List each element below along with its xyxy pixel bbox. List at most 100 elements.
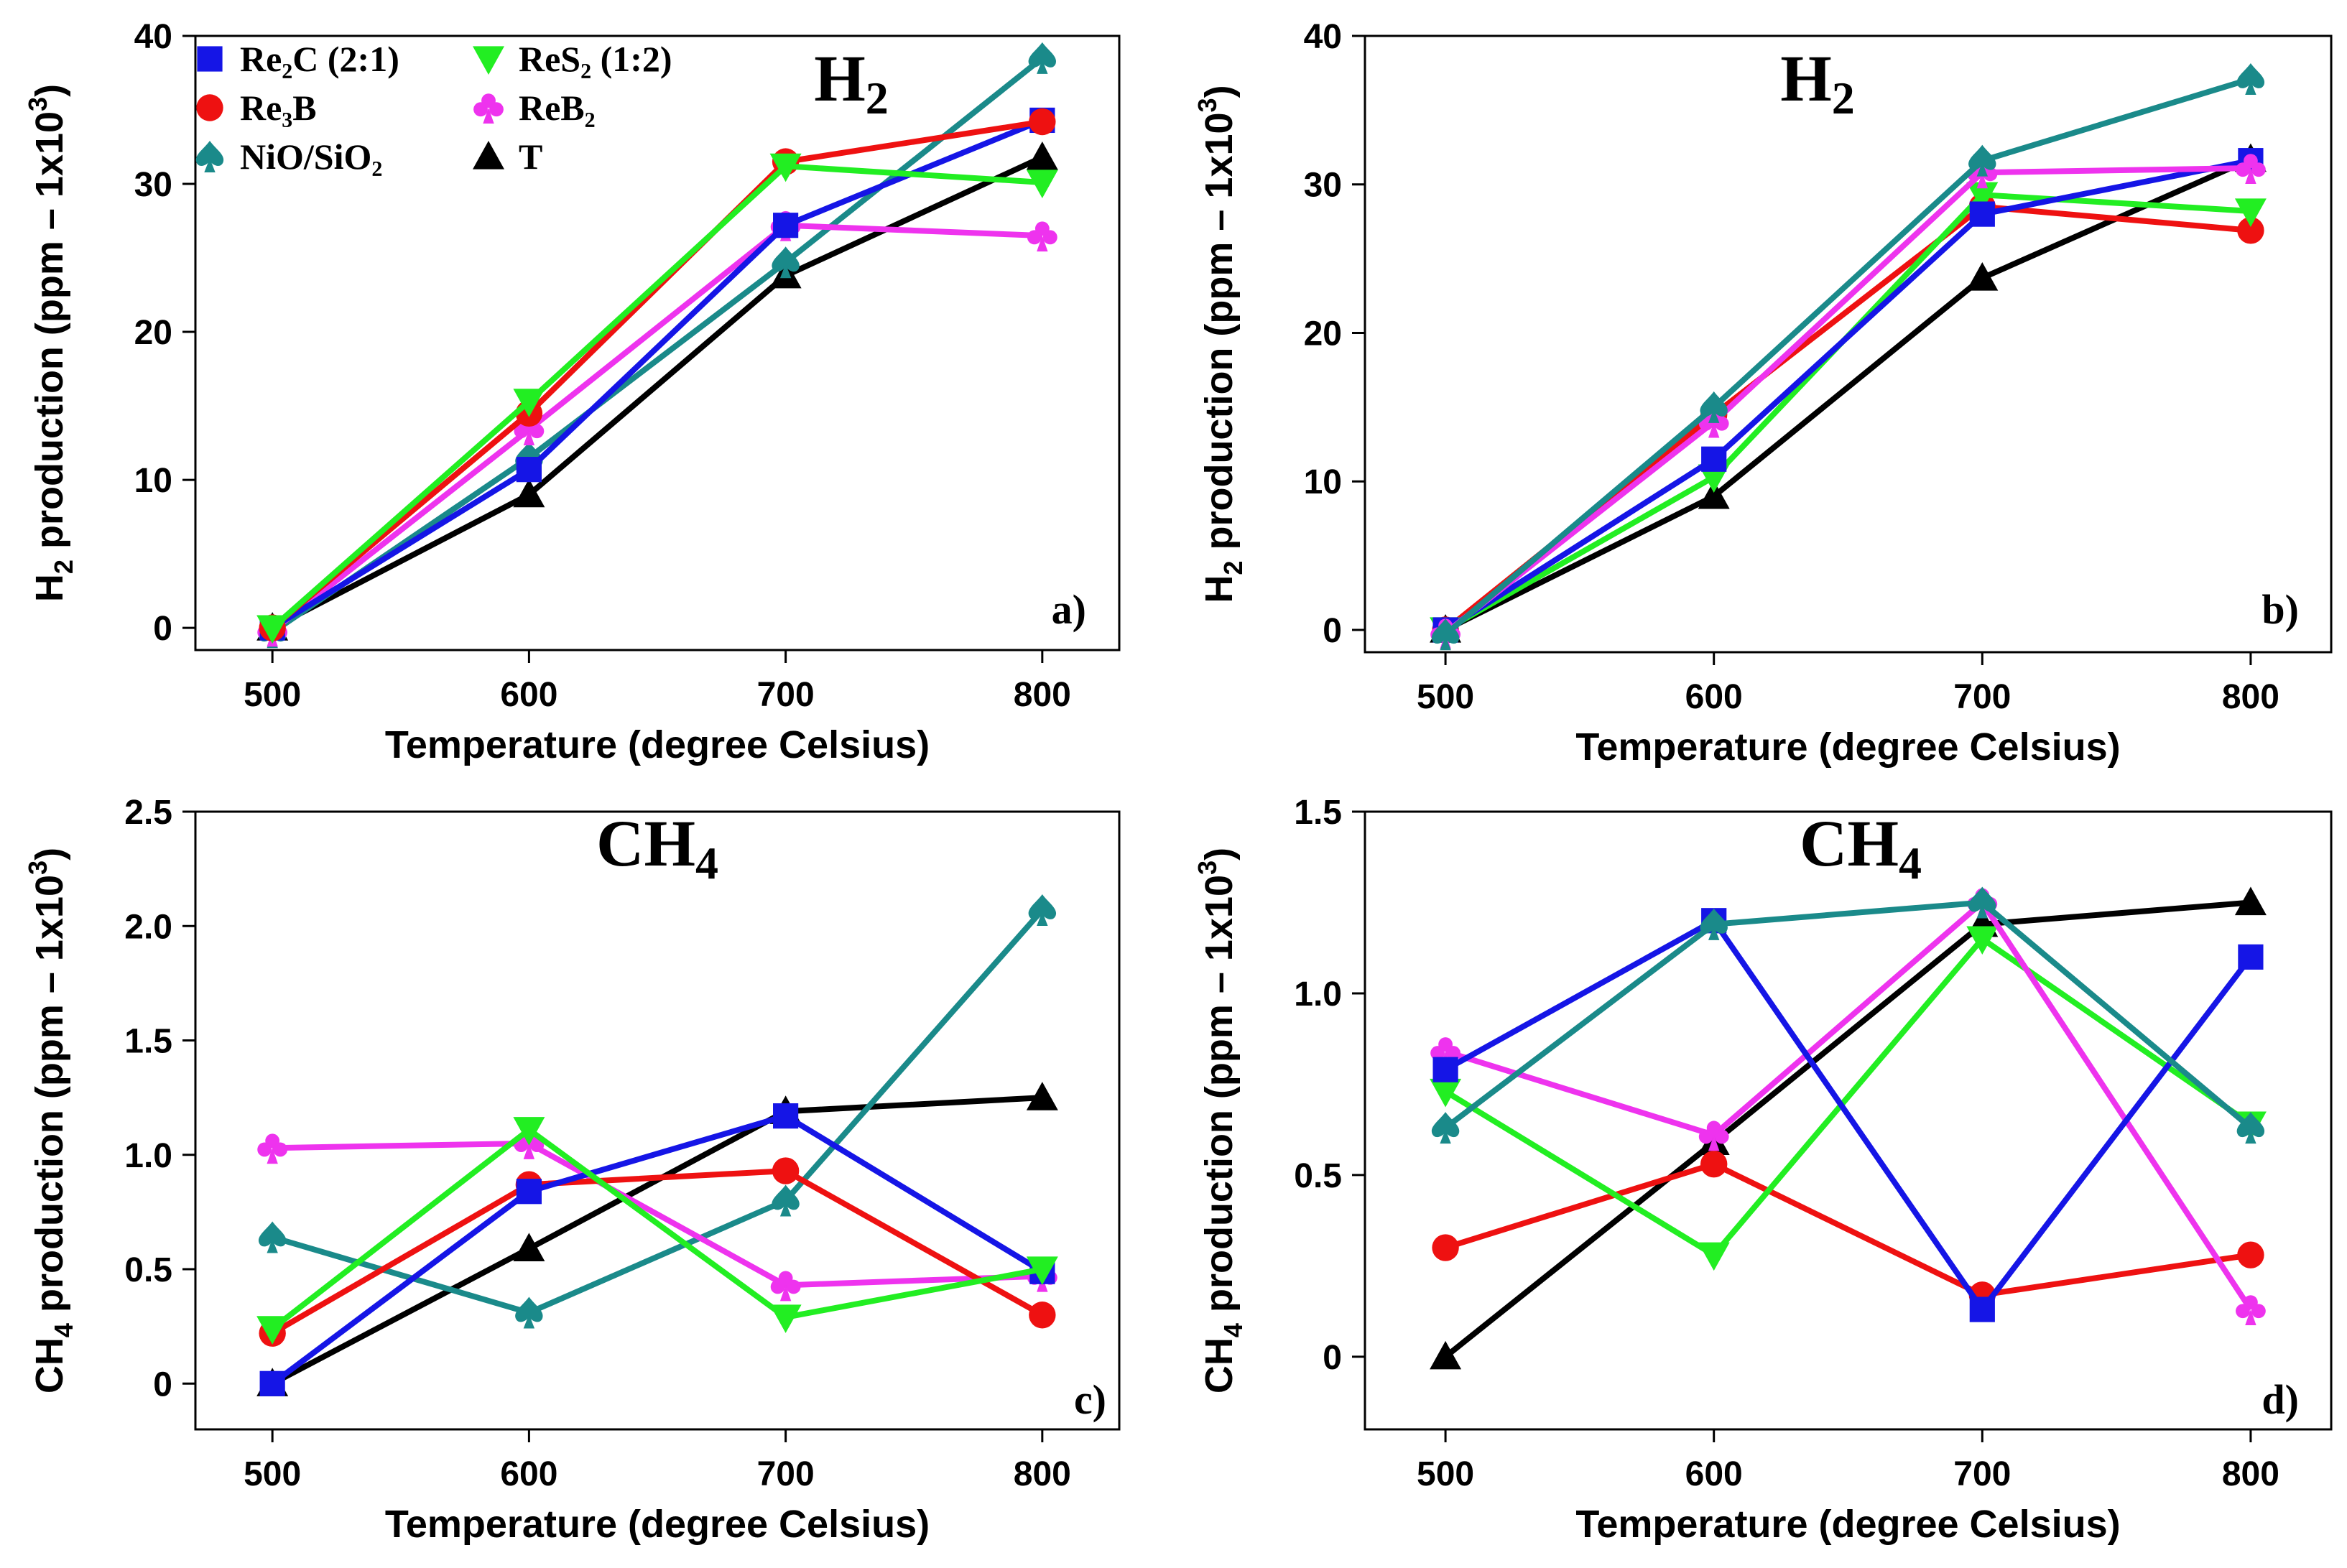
x-tick-label: 800 bbox=[1014, 676, 1071, 714]
data-point bbox=[513, 389, 545, 417]
data-point bbox=[513, 1233, 545, 1261]
series-line bbox=[271, 154, 1044, 631]
series-line bbox=[1443, 157, 2251, 633]
series-re2c bbox=[1432, 908, 2264, 1322]
legend: Re₂C (2:1) ReS₂ (1:2) Re₃B ReB₂ NiO/SiO₂ T bbox=[195, 39, 672, 177]
y-axis-label: H2 production (ppm – 1x103) bbox=[23, 84, 78, 602]
x-tick-label: 600 bbox=[1685, 1455, 1743, 1493]
y-tick-label: 0 bbox=[153, 610, 172, 648]
data-point bbox=[1968, 144, 1996, 177]
x-axis-label: Temperature (degree Celsius) bbox=[385, 723, 930, 766]
data-point bbox=[1028, 42, 1057, 74]
x-tick-label: 800 bbox=[1014, 1455, 1071, 1493]
data-point bbox=[1029, 108, 1056, 136]
legend-marker bbox=[473, 93, 504, 124]
series-re2c bbox=[259, 1103, 1055, 1396]
y-tick-label: 0.5 bbox=[124, 1251, 172, 1289]
x-tick-label: 500 bbox=[1417, 678, 1474, 716]
legend-label: NiO/SiO₂ bbox=[240, 136, 382, 177]
x-tick-label: 800 bbox=[2222, 678, 2279, 716]
data-point bbox=[1969, 201, 1995, 227]
panel-label: b) bbox=[2262, 586, 2299, 633]
data-point bbox=[1026, 141, 1058, 170]
data-point bbox=[513, 1117, 545, 1146]
x-axis-label: Temperature (degree Celsius) bbox=[1575, 725, 2120, 769]
y-tick-label: 30 bbox=[134, 166, 172, 204]
series-line bbox=[1444, 192, 2251, 633]
y-axis-label: CH4 production (ppm – 1x103) bbox=[1193, 848, 1248, 1393]
series-re3b bbox=[1432, 1151, 2264, 1309]
panel-d: 0 0.5 1.0 1.5 500 600 700 800 Temperature (degre… bbox=[1193, 794, 2333, 1546]
series-res2 bbox=[256, 1117, 1058, 1345]
data-point bbox=[2237, 217, 2264, 244]
panel-title: H2 bbox=[1780, 42, 1855, 124]
data-point bbox=[1430, 1078, 1462, 1108]
data-point bbox=[515, 1296, 543, 1329]
data-point bbox=[1701, 446, 1727, 472]
y-tick-label: 0 bbox=[1323, 1339, 1342, 1377]
data-point bbox=[769, 1304, 802, 1333]
data-point bbox=[1432, 1234, 1459, 1261]
series-reb2 bbox=[257, 210, 1057, 647]
data-point bbox=[1698, 1121, 1729, 1151]
data-point bbox=[773, 213, 799, 238]
series-res2 bbox=[256, 153, 1058, 644]
series-nio bbox=[1431, 886, 2265, 1144]
data-point bbox=[1431, 618, 1460, 651]
data-point bbox=[1966, 261, 1999, 291]
data-point bbox=[2236, 1295, 2266, 1326]
panel-label: c) bbox=[1074, 1376, 1106, 1423]
data-point bbox=[1430, 1340, 1462, 1370]
x-tick-label: 500 bbox=[244, 1455, 301, 1493]
y-axis-label: CH4 production (ppm – 1x103) bbox=[23, 848, 78, 1393]
data-point bbox=[772, 1184, 800, 1217]
data-point bbox=[2238, 944, 2264, 970]
y-tick-label: 10 bbox=[134, 462, 172, 500]
series-t bbox=[1430, 886, 2267, 1370]
y-tick-label: 0 bbox=[153, 1365, 172, 1404]
series-line bbox=[270, 1113, 1044, 1386]
data-point bbox=[1698, 480, 1730, 509]
x-axis-label: Temperature (degree Celsius) bbox=[1575, 1503, 2120, 1546]
data-point bbox=[1969, 1296, 1995, 1322]
series-line bbox=[270, 163, 1043, 631]
data-point bbox=[1966, 182, 1999, 211]
series-re2c bbox=[259, 107, 1055, 641]
data-point bbox=[256, 615, 289, 644]
data-point bbox=[1029, 1302, 1056, 1329]
data-point bbox=[1026, 170, 1058, 198]
x-axis-label: Temperature (degree Celsius) bbox=[385, 1503, 930, 1546]
panel-a: 0 10 20 30 40 500 600 700 800 Temperature (degree… bbox=[23, 18, 1121, 766]
data-point bbox=[259, 1370, 285, 1396]
legend-marker bbox=[196, 94, 223, 121]
data-point bbox=[1026, 1256, 1058, 1286]
legend-marker bbox=[197, 46, 223, 72]
x-tick-label: 600 bbox=[1685, 678, 1743, 716]
panel-c: 0 0.5 1.0 1.5 2.0 2.5 500 600 700 800 Temperature … bbox=[23, 794, 1121, 1546]
data-point bbox=[1966, 926, 1999, 955]
plot-frame bbox=[1364, 34, 2333, 654]
series-line bbox=[1443, 203, 2251, 633]
x-tick-label: 700 bbox=[757, 676, 815, 714]
y-tick-label: 1.0 bbox=[124, 1137, 172, 1175]
plot-frame bbox=[194, 34, 1121, 651]
y-tick-label: 0 bbox=[1323, 612, 1342, 650]
series-reb2 bbox=[257, 1129, 1057, 1302]
data-point bbox=[513, 478, 545, 508]
data-point bbox=[1026, 1082, 1058, 1110]
panel-b: 0 10 20 30 40 500 600 700 800 Temperature (degree… bbox=[1193, 18, 2333, 769]
plot-frame bbox=[194, 810, 1121, 1431]
data-point bbox=[516, 457, 542, 483]
y-tick-label: 1.0 bbox=[1294, 975, 1342, 1013]
series-line bbox=[1444, 899, 2254, 1312]
data-point bbox=[1700, 391, 1728, 423]
legend-marker bbox=[473, 141, 504, 170]
x-tick-label: 600 bbox=[500, 1455, 557, 1493]
data-point bbox=[1968, 886, 1996, 919]
legend-label: ReB₂ bbox=[519, 88, 596, 128]
series-line bbox=[271, 1168, 1044, 1336]
y-tick-label: 2.0 bbox=[124, 908, 172, 946]
series-line bbox=[1444, 936, 2253, 1258]
panel-title: CH4 bbox=[1800, 807, 1922, 889]
